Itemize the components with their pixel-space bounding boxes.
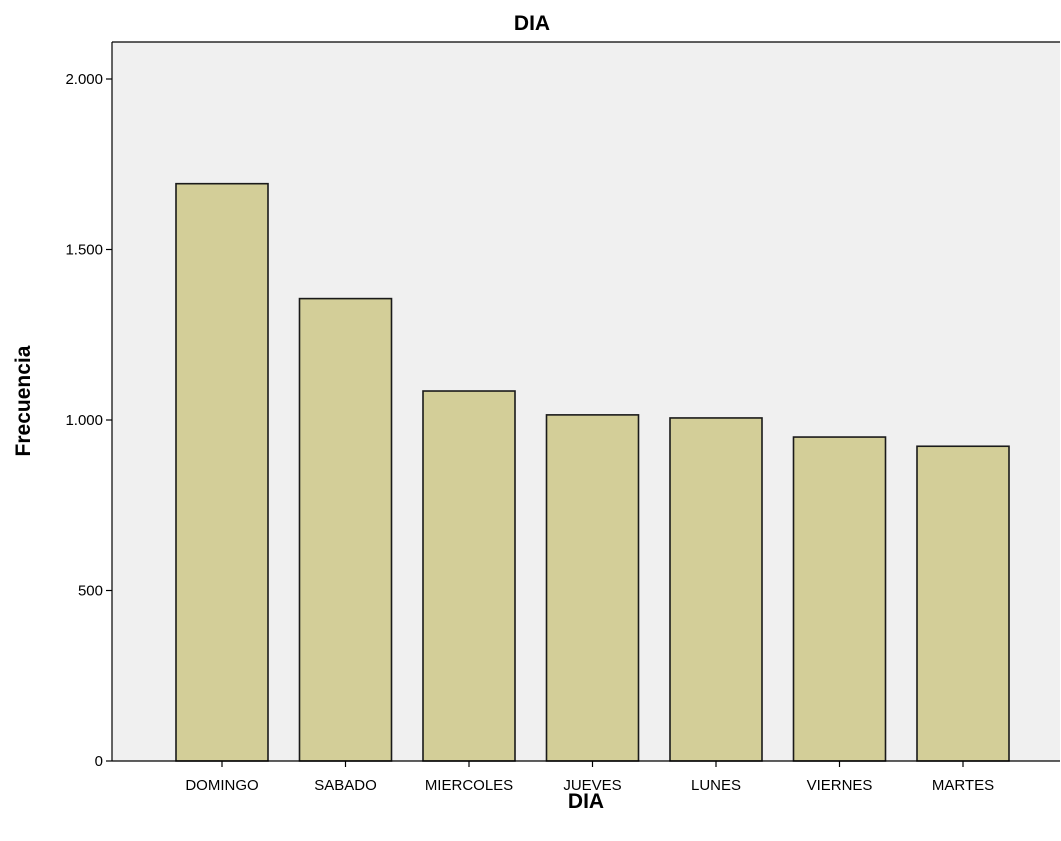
y-tick-label: 2.000 (65, 71, 103, 88)
x-axis-title: DIA (568, 790, 604, 813)
bar-sabado (298, 297, 393, 762)
y-tick-label: 1.500 (65, 242, 103, 259)
chart-title: DIA (514, 12, 550, 35)
y-tick-label: 1.000 (65, 412, 103, 429)
bar-miercoles (422, 390, 516, 762)
x-tick-label: SABADO (314, 777, 377, 794)
y-tick-label: 0 (95, 753, 103, 770)
x-axis-ticks: DOMINGO SABADO MIERCOLES JUEVES LUNES VIERNES… (185, 761, 994, 794)
x-tick-label: DOMINGO (185, 777, 258, 794)
bar-martes (916, 445, 1010, 762)
y-axis-title: Frecuencia (12, 345, 35, 456)
x-tick-label: MIERCOLES (425, 777, 513, 794)
axes-group (111, 41, 1060, 762)
bar-jueves (545, 414, 640, 762)
bar-viernes (792, 436, 887, 762)
y-axis-ticks: 0 500 1.000 1.500 2.000 (65, 71, 112, 770)
x-tick-label: JUEVES (563, 777, 621, 794)
x-tick-label: VIERNES (807, 777, 873, 794)
bar-domingo (175, 182, 269, 762)
bars-group (175, 182, 1010, 762)
x-tick-label: LUNES (691, 777, 741, 794)
x-tick-label: MARTES (932, 777, 994, 794)
bar-lunes (669, 417, 763, 762)
y-tick-label: 500 (78, 583, 103, 600)
